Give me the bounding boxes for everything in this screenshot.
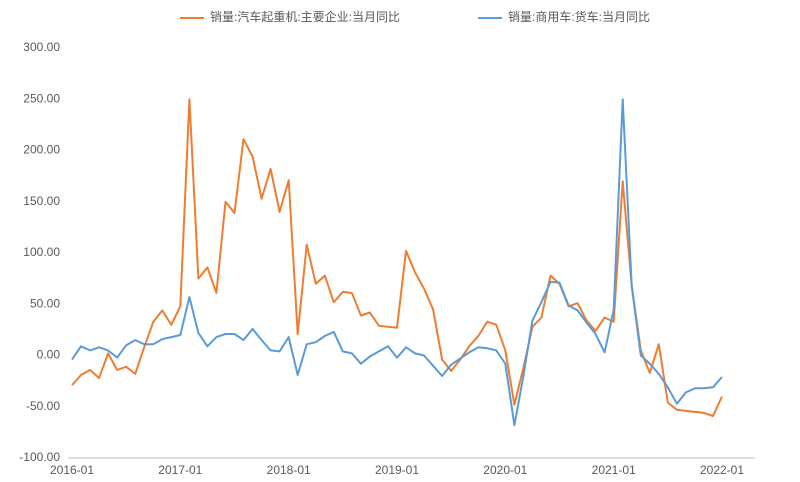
x-tick-label: 2021-01 <box>592 463 636 477</box>
y-tick-label: 200.00 <box>23 143 60 157</box>
x-tick-label: 2022-01 <box>700 463 744 477</box>
legend-label: 销量:商用车:货车:当月同比 <box>508 9 650 24</box>
y-tick-label: 0.00 <box>37 348 61 362</box>
series-line <box>71 98 723 417</box>
x-tick-label: 2020-01 <box>483 463 527 477</box>
y-tick-label: 250.00 <box>23 91 60 105</box>
y-tick-label: -100.00 <box>19 450 60 464</box>
x-tick-label: 2017-01 <box>158 463 202 477</box>
series-line <box>71 98 723 427</box>
legend-label: 销量:汽车起重机:主要企业:当月同比 <box>210 9 400 24</box>
y-tick-label: 150.00 <box>23 194 60 208</box>
y-tick-label: 300.00 <box>23 40 60 54</box>
x-tick-label: 2016-01 <box>50 463 94 477</box>
y-tick-label: -50.00 <box>26 399 60 413</box>
y-tick-label: 50.00 <box>30 296 60 310</box>
x-tick-label: 2019-01 <box>375 463 419 477</box>
x-tick-label: 2018-01 <box>267 463 311 477</box>
y-tick-label: 100.00 <box>23 245 60 259</box>
